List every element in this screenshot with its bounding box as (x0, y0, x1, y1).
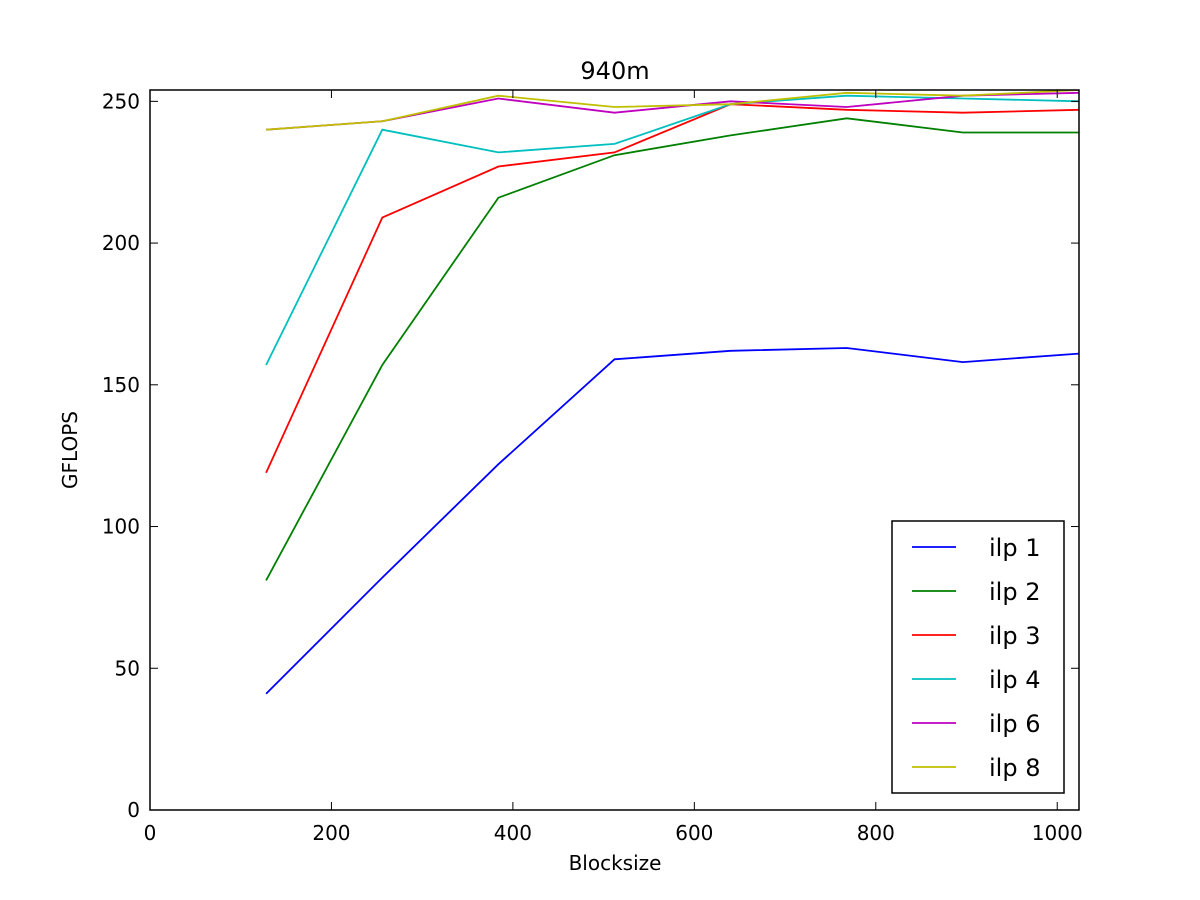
x-tick-label: 1000 (1032, 821, 1083, 845)
x-tick-label: 0 (144, 821, 157, 845)
series-line-ilp-2 (265, 117, 1079, 581)
x-tick-label: 400 (494, 821, 532, 845)
y-tick-label: 50 (115, 656, 140, 680)
x-tick-label: 200 (312, 821, 350, 845)
y-tick-label: 200 (102, 231, 140, 255)
legend-label: ilp 3 (989, 622, 1040, 650)
x-tick-label: 600 (675, 821, 713, 845)
x-axis-label: Blocksize (569, 851, 662, 875)
series-line-ilp-8 (266, 90, 1079, 131)
y-axis-label: GFLOPS (58, 411, 82, 489)
y-tick-label: 100 (102, 515, 140, 539)
legend-label: ilp 1 (989, 534, 1040, 562)
x-tick-label: 800 (857, 821, 895, 845)
y-tick-label: 0 (127, 798, 140, 822)
legend-label: ilp 6 (989, 710, 1040, 738)
y-tick-label: 250 (102, 89, 140, 113)
legend-label: ilp 4 (989, 666, 1040, 694)
chart-title: 940m (580, 57, 649, 85)
legend-label: ilp 8 (989, 754, 1040, 782)
legend-box (891, 520, 1065, 794)
axes-frame (149, 89, 1080, 811)
series-line-ilp-1 (265, 347, 1079, 695)
legend: ilp 1 ilp 2 ilp 3 ilp 4 ilp 6 ilp 8 (891, 520, 1065, 794)
legend-label: ilp 2 (989, 578, 1040, 606)
series-line-ilp-3 (265, 103, 1079, 474)
series-group (265, 90, 1079, 695)
plot-area: 0 200 400 600 800 1000 0 50 100 150 200 250 (102, 89, 1083, 845)
y-tick-label: 150 (102, 373, 140, 397)
